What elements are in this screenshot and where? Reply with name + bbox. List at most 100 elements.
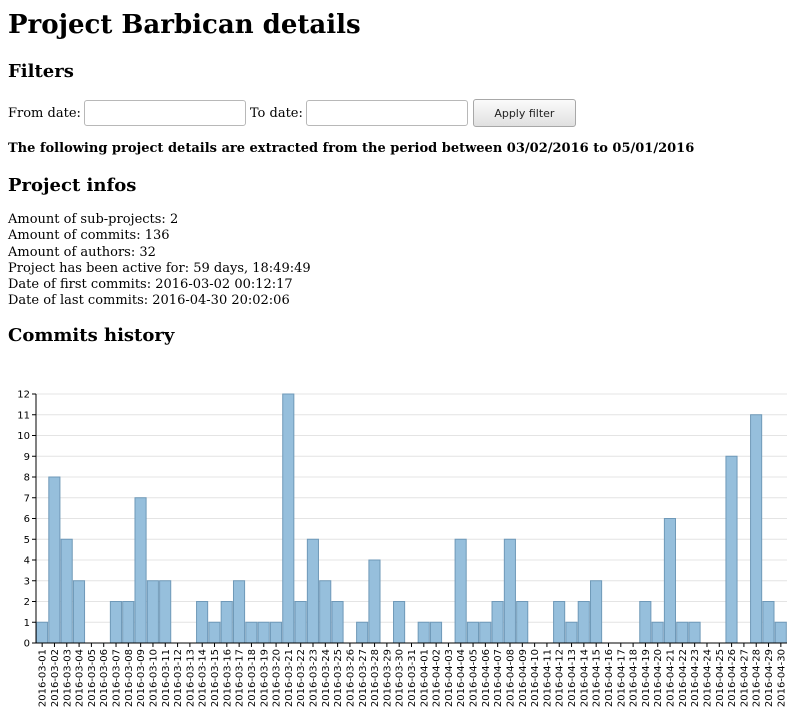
commit-bar[interactable] [466,621,480,644]
commit-bar[interactable] [282,393,295,644]
x-tick-label: 2016-03-17 [235,649,246,707]
x-tick-label: 2016-04-14 [579,649,590,707]
to-date-input[interactable] [305,100,468,126]
commit-bar[interactable] [146,580,159,644]
x-tick-label: 2016-04-20 [653,649,664,707]
commit-bar[interactable] [36,621,49,644]
x-tick-label: 2016-03-06 [99,649,110,707]
y-tick-label: 4 [24,556,30,567]
commit-bar[interactable] [356,621,369,644]
commit-bar[interactable] [319,580,332,644]
commit-bar[interactable] [257,621,270,644]
x-tick-label: 2016-04-12 [555,649,566,707]
x-tick-label: 2016-04-25 [715,649,726,707]
x-tick-label: 2016-03-16 [222,649,233,707]
commit-bar[interactable] [565,621,578,644]
info-first-commit: Date of first commits: 2016-03-02 00:12:… [8,277,293,293]
commit-bar[interactable] [393,601,406,644]
commit-bar[interactable] [294,601,307,644]
commit-bar[interactable] [417,621,430,644]
x-tick-label: 2016-04-22 [678,649,689,707]
x-tick-label: 2016-03-31 [407,649,418,707]
commit-bar[interactable] [220,601,233,644]
x-tick-label: 2016-04-30 [776,649,787,707]
commit-bar[interactable] [72,580,86,644]
commit-bar[interactable] [269,621,283,644]
commit-bar[interactable] [676,621,689,644]
x-tick-label: 2016-04-26 [727,649,738,707]
commit-bar[interactable] [429,621,443,644]
commit-bar[interactable] [60,538,73,644]
x-tick-label: 2016-03-04 [75,649,86,707]
x-tick-label: 2016-04-18 [629,649,640,707]
commit-bar[interactable] [577,601,590,644]
y-tick-label: 12 [17,390,30,401]
x-tick-label: 2016-04-23 [690,649,701,707]
commit-bar[interactable] [688,621,701,644]
y-tick-label: 8 [24,473,30,484]
x-tick-label: 2016-03-13 [185,649,196,707]
commit-bar[interactable] [134,497,147,644]
commit-bar[interactable] [639,601,652,644]
x-tick-label: 2016-04-24 [702,649,713,707]
x-tick-label: 2016-03-03 [62,649,73,707]
x-tick-label: 2016-03-14 [198,649,209,707]
x-tick-label: 2016-04-08 [505,649,516,707]
x-tick-label: 2016-04-29 [764,649,775,707]
commit-bar[interactable] [651,621,664,644]
project-infos-heading: Project infos [8,175,137,196]
commit-bar[interactable] [725,455,738,644]
y-tick-label: 5 [24,535,30,546]
x-tick-label: 2016-03-12 [173,649,184,707]
x-tick-label: 2016-04-11 [542,649,553,707]
commit-bar[interactable] [479,621,492,644]
info-last-commit: Date of last commits: 2016-04-30 20:02:0… [8,293,290,309]
x-tick-label: 2016-03-20 [272,649,283,707]
commit-bar[interactable] [491,601,504,644]
x-tick-label: 2016-03-05 [87,649,98,707]
commit-bar[interactable] [208,621,221,644]
x-tick-label: 2016-04-17 [616,649,627,707]
commit-bar[interactable] [663,518,676,644]
commit-bar[interactable] [368,559,381,644]
apply-filter-button[interactable]: Apply filter [472,99,576,127]
commit-bar[interactable] [122,601,135,644]
commit-bar[interactable] [232,580,246,644]
commit-bar[interactable] [750,414,763,644]
commit-bar[interactable] [516,601,529,644]
period-text: The following project details are extrac… [8,141,695,156]
x-tick-label: 2016-04-07 [493,649,504,707]
x-tick-label: 2016-03-26 [345,649,356,707]
x-tick-label: 2016-03-21 [284,649,295,707]
commit-bar[interactable] [196,601,209,644]
to-date-label: To date: [249,105,303,121]
commit-bar[interactable] [774,621,787,644]
commit-bar[interactable] [109,601,122,644]
x-tick-label: 2016-03-18 [247,649,258,707]
x-tick-label: 2016-04-16 [604,649,615,707]
info-commits: Amount of commits: 136 [8,228,170,244]
from-date-input[interactable] [83,100,246,126]
commit-bar[interactable] [48,476,61,644]
commit-bar[interactable] [590,580,603,644]
x-tick-label: 2016-04-19 [641,649,652,707]
x-tick-label: 2016-03-30 [395,649,406,707]
commit-bar[interactable] [159,580,172,644]
commit-bar[interactable] [454,538,467,644]
commit-bar[interactable] [762,601,775,644]
commits-history-heading: Commits history [8,325,175,346]
commit-bar[interactable] [553,601,566,644]
y-tick-label: 6 [24,514,30,525]
info-sub-projects: Amount of sub-projects: 2 [8,212,179,227]
commit-bar[interactable] [331,601,344,644]
x-tick-label: 2016-03-02 [50,649,61,707]
commit-bar[interactable] [503,538,516,644]
project-infos-list: Amount of sub-projects: 2 Amount of comm… [8,212,311,310]
y-tick-label: 0 [24,639,30,650]
y-tick-label: 3 [24,576,30,587]
y-tick-label: 7 [24,493,30,504]
commit-bar[interactable] [245,621,258,644]
x-tick-label: 2016-03-19 [259,649,270,707]
commit-bar[interactable] [306,538,319,644]
